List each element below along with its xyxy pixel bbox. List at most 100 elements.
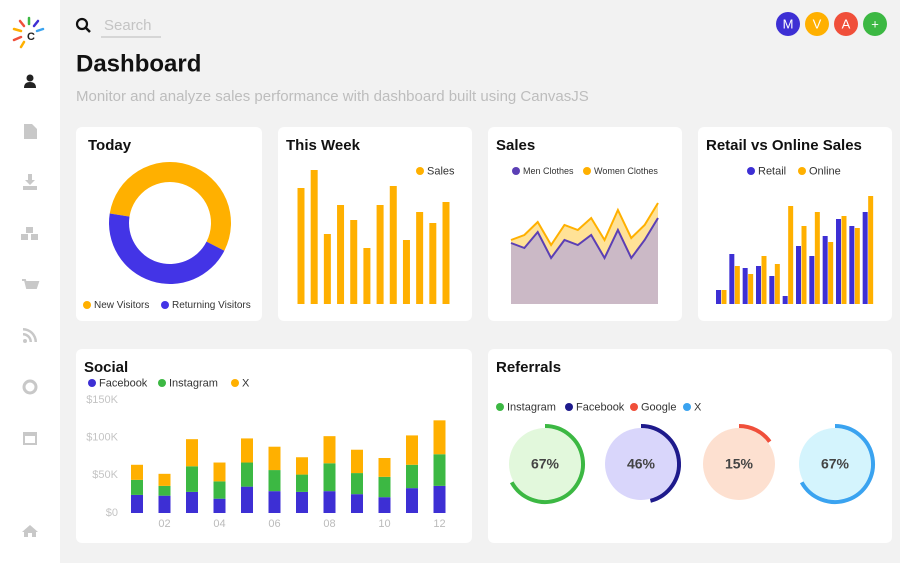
bar <box>310 170 318 304</box>
area-fill <box>511 218 658 304</box>
avatar-letter: A <box>842 16 851 31</box>
legend-marker <box>161 301 169 309</box>
bar <box>761 256 767 304</box>
bar <box>734 266 740 304</box>
chart-card: Today New Visitors Returning Visitors <box>76 127 262 321</box>
bar-segment <box>268 470 281 492</box>
avatar[interactable] <box>805 12 829 36</box>
cubes-icon[interactable] <box>21 227 38 240</box>
avatar[interactable] <box>776 12 800 36</box>
x-tick-label: 10 <box>378 518 390 530</box>
file-icon[interactable] <box>24 124 37 139</box>
user-icon[interactable] <box>24 74 36 89</box>
y-tick-label: $0 <box>106 507 118 519</box>
bar-segment <box>213 498 226 513</box>
cart-icon[interactable] <box>22 279 40 289</box>
bar <box>402 240 410 304</box>
bar <box>841 216 847 304</box>
search-placeholder[interactable]: Search <box>104 17 152 34</box>
legend-label: Online <box>809 165 841 177</box>
avatars: M V A + <box>776 12 887 36</box>
avatar-letter: M <box>783 16 794 31</box>
gauge-fill <box>799 428 871 500</box>
bar <box>782 296 788 304</box>
bar <box>429 223 437 304</box>
bar <box>862 212 868 304</box>
search[interactable]: Search <box>75 17 161 38</box>
bar <box>363 248 371 304</box>
bar-segment <box>406 488 418 513</box>
bar <box>868 196 874 304</box>
chart-card: Sales Men Clothes Women Clothes <box>488 127 682 321</box>
legend-label: New Visitors <box>94 300 149 311</box>
bar-segment <box>158 485 171 496</box>
calendar-icon[interactable] <box>23 432 37 445</box>
x-tick-label: 04 <box>213 518 225 530</box>
chart-card: Referrals 67% 46% 15% 67% Instagram Facebook Go… <box>488 349 892 543</box>
bar-segment <box>296 474 308 492</box>
gauge-arc <box>640 424 681 503</box>
chart-card: This Week Sales <box>278 127 472 321</box>
bar <box>716 290 721 304</box>
chart-card: Retail vs Online Sales Retail Online <box>698 127 892 321</box>
bar <box>729 254 735 304</box>
bar-segment <box>378 458 391 477</box>
x-tick-label: 08 <box>323 518 335 530</box>
support-icon[interactable] <box>22 379 38 395</box>
rss-icon[interactable] <box>23 328 37 343</box>
bar <box>828 242 834 304</box>
gauge-arc <box>799 424 875 504</box>
chart-title: Today <box>88 137 132 154</box>
y-tick-label: $100K <box>86 432 118 444</box>
bar <box>748 274 754 304</box>
bar <box>442 202 450 304</box>
bar <box>854 228 860 304</box>
y-tick-label: $50K <box>92 469 118 481</box>
gauge-label: 67% <box>821 456 850 472</box>
legend-label: Men Clothes <box>523 166 574 176</box>
bar-segment <box>323 436 336 464</box>
page-title: Dashboard <box>76 50 201 77</box>
bar-segment <box>131 479 143 495</box>
bar <box>801 226 807 304</box>
legend-marker <box>565 403 573 411</box>
legend-marker <box>512 167 520 175</box>
bar <box>822 236 828 304</box>
doughnut-slice <box>109 213 225 284</box>
legend-marker <box>88 379 96 387</box>
bar-segment <box>406 464 418 489</box>
bar-segment <box>158 495 171 513</box>
bar-segment <box>131 464 143 480</box>
bar <box>814 212 820 304</box>
bar-segment <box>186 439 198 467</box>
sidebar-icons <box>21 74 40 537</box>
bar-segment <box>323 491 336 513</box>
bar <box>350 220 358 304</box>
chart-title: Social <box>84 359 128 376</box>
legend-marker <box>798 167 806 175</box>
bar-segment <box>241 438 253 463</box>
card <box>76 127 262 321</box>
bar <box>769 276 775 304</box>
avatar[interactable] <box>834 12 858 36</box>
home-icon[interactable] <box>22 525 38 537</box>
legend-label: X <box>242 377 250 389</box>
bar <box>389 186 397 304</box>
bar-segment <box>158 473 171 486</box>
card <box>76 349 472 543</box>
bar-segment <box>351 449 363 474</box>
chart-title: Referrals <box>496 359 561 376</box>
logo: C <box>12 16 45 49</box>
avatar[interactable] <box>863 12 887 36</box>
bar <box>742 268 748 304</box>
bar <box>721 290 727 304</box>
gauge-fill <box>605 428 677 500</box>
bar <box>297 188 305 304</box>
legend-label: Sales <box>427 165 455 177</box>
download-icon[interactable] <box>23 174 37 190</box>
legend-marker <box>583 167 591 175</box>
bar-segment <box>268 491 281 513</box>
bar-segment <box>296 491 308 513</box>
bar-segment <box>213 462 226 482</box>
